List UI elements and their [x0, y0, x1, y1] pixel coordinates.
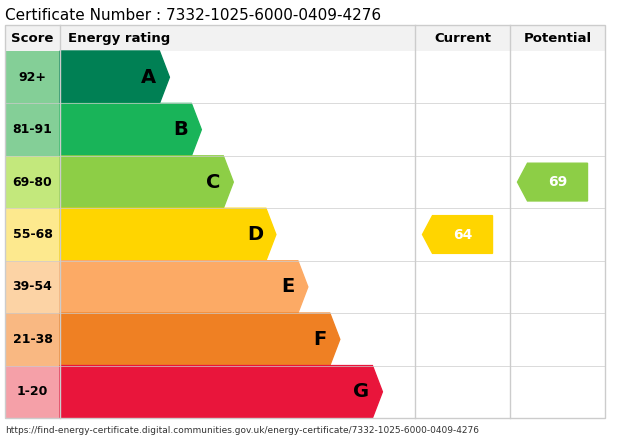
Text: Score: Score: [11, 32, 54, 44]
Text: B: B: [174, 120, 188, 139]
Text: 69-80: 69-80: [12, 176, 52, 189]
Polygon shape: [60, 103, 202, 156]
Bar: [5, 208, 60, 261]
Bar: [5, 156, 60, 208]
Polygon shape: [60, 156, 233, 208]
Text: 81-91: 81-91: [12, 123, 53, 136]
Text: D: D: [247, 225, 263, 244]
Text: 1-20: 1-20: [17, 385, 48, 398]
Text: 21-38: 21-38: [12, 333, 53, 346]
Text: G: G: [353, 382, 370, 401]
Polygon shape: [60, 313, 340, 366]
Polygon shape: [422, 216, 492, 253]
Bar: [5, 25, 605, 418]
Text: 92+: 92+: [19, 71, 46, 84]
Text: 69: 69: [548, 175, 567, 189]
Polygon shape: [60, 51, 169, 103]
Polygon shape: [60, 366, 383, 418]
Polygon shape: [60, 261, 308, 313]
Text: C: C: [206, 172, 220, 191]
Text: A: A: [141, 68, 156, 87]
Text: 55-68: 55-68: [12, 228, 53, 241]
Text: 64: 64: [453, 227, 472, 242]
Text: Certificate Number : 7332-1025-6000-0409-4276: Certificate Number : 7332-1025-6000-0409…: [5, 8, 381, 23]
Text: Energy rating: Energy rating: [68, 32, 171, 44]
Polygon shape: [60, 208, 276, 261]
Bar: [5, 103, 60, 156]
Text: Current: Current: [434, 32, 491, 44]
Polygon shape: [518, 163, 588, 201]
Bar: [5, 313, 60, 366]
Text: 39-54: 39-54: [12, 280, 53, 293]
Bar: [5, 261, 60, 313]
Text: E: E: [281, 278, 295, 297]
Text: https://find-energy-certificate.digital.communities.gov.uk/energy-certificate/73: https://find-energy-certificate.digital.…: [5, 426, 479, 435]
Bar: [5, 51, 60, 103]
Text: F: F: [314, 330, 327, 349]
Bar: [5, 25, 605, 51]
Text: Potential: Potential: [523, 32, 591, 44]
Bar: [5, 366, 60, 418]
